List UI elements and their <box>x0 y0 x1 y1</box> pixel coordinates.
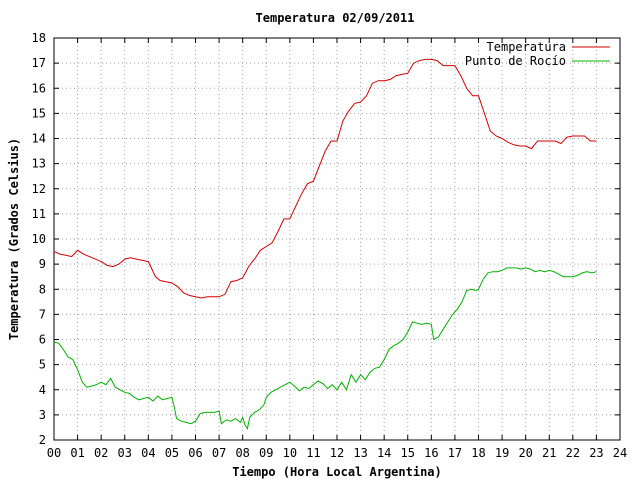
y-tick-label: 14 <box>32 132 46 146</box>
x-axis-label: Tiempo (Hora Local Argentina) <box>232 465 442 479</box>
x-tick-label: 24 <box>613 446 627 460</box>
y-tick-label: 17 <box>32 56 46 70</box>
x-tick-label: 07 <box>212 446 226 460</box>
y-tick-label: 5 <box>39 358 46 372</box>
y-tick-label: 8 <box>39 282 46 296</box>
x-tick-label: 20 <box>518 446 532 460</box>
series-lines <box>53 58 597 431</box>
y-tick-label: 13 <box>32 157 46 171</box>
x-tick-label: 13 <box>353 446 367 460</box>
plot-frame <box>53 37 621 441</box>
y-tick-label: 2 <box>39 433 46 447</box>
x-tick-label: 08 <box>235 446 249 460</box>
x-axis-ticks: 00 01 02 03 04 05 06 07 08 09 10 11 12 13 14 15 16 17 18 19… <box>47 38 627 460</box>
x-tick-label: 15 <box>401 446 415 460</box>
y-tick-label: 16 <box>32 81 46 95</box>
x-tick-label: 17 <box>448 446 462 460</box>
y-axis-ticks: 2 3 4 5 6 7 8 9 10 11 12 13 14 15 16 17 18 <box>32 31 620 447</box>
series-line-1 <box>53 267 597 431</box>
x-tick-label: 23 <box>589 446 603 460</box>
x-tick-label: 01 <box>70 446 84 460</box>
series-line-0 <box>53 58 597 299</box>
grid-lines <box>54 38 620 440</box>
y-tick-label: 7 <box>39 307 46 321</box>
y-tick-label: 9 <box>39 257 46 271</box>
legend-label: Temperatura <box>487 40 566 54</box>
x-tick-label: 10 <box>283 446 297 460</box>
x-tick-label: 05 <box>165 446 179 460</box>
y-tick-label: 4 <box>39 383 46 397</box>
y-tick-label: 18 <box>32 31 46 45</box>
y-tick-label: 10 <box>32 232 46 246</box>
x-tick-label: 16 <box>424 446 438 460</box>
x-tick-label: 09 <box>259 446 273 460</box>
x-tick-label: 03 <box>118 446 132 460</box>
y-tick-label: 3 <box>39 408 46 422</box>
y-axis-label: Temperatura (Grados Celsius) <box>7 138 21 340</box>
legend-label: Punto de Rocío <box>465 54 566 68</box>
x-tick-label: 02 <box>94 446 108 460</box>
y-tick-label: 11 <box>32 207 46 221</box>
x-tick-label: 18 <box>471 446 485 460</box>
chart-title: Temperatura 02/09/2011 <box>256 11 415 25</box>
x-tick-label: 04 <box>141 446 155 460</box>
x-tick-label: 22 <box>566 446 580 460</box>
x-tick-label: 12 <box>330 446 344 460</box>
x-tick-label: 06 <box>188 446 202 460</box>
y-tick-label: 6 <box>39 333 46 347</box>
y-tick-label: 12 <box>32 182 46 196</box>
x-tick-label: 11 <box>306 446 320 460</box>
x-tick-label: 19 <box>495 446 509 460</box>
x-tick-label: 14 <box>377 446 391 460</box>
x-tick-label: 00 <box>47 446 61 460</box>
x-tick-label: 21 <box>542 446 556 460</box>
y-tick-label: 15 <box>32 106 46 120</box>
